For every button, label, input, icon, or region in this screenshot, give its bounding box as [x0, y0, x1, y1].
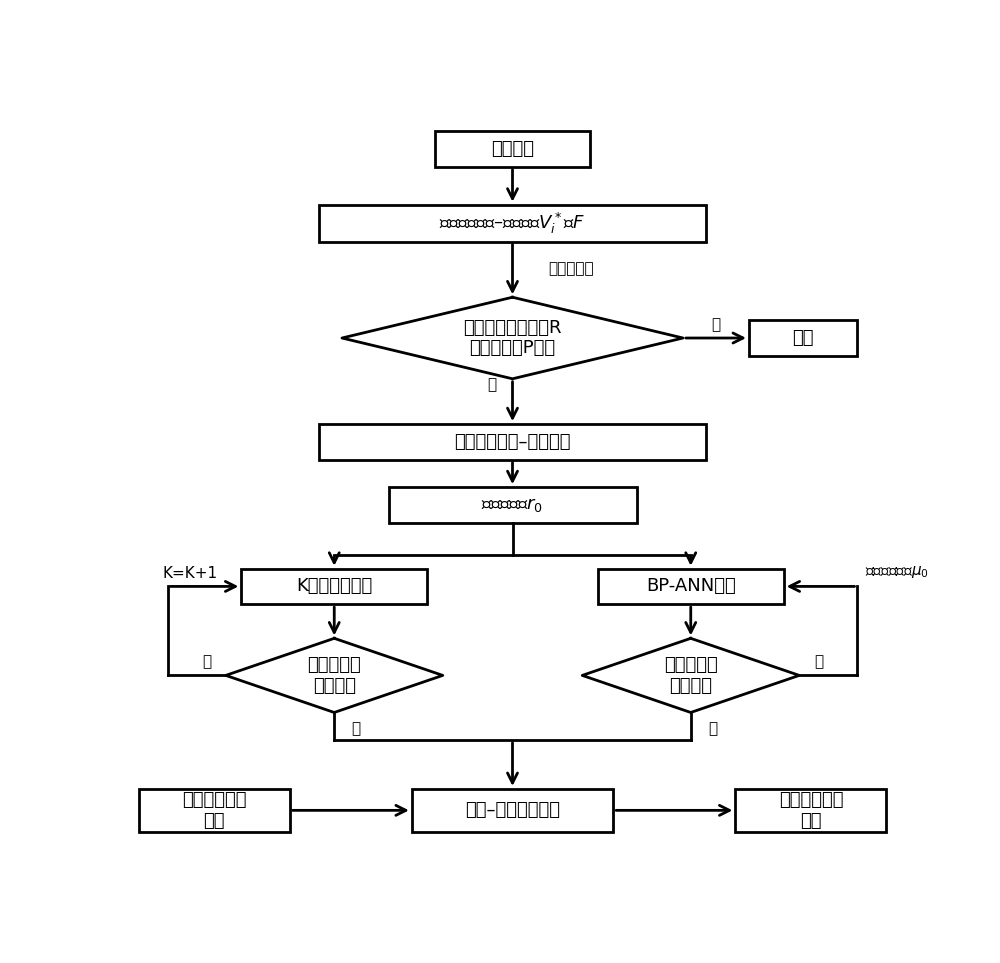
Text: 飞行参数监控
数据: 飞行参数监控 数据 — [182, 791, 246, 830]
Text: 是: 是 — [487, 377, 496, 392]
Text: 否: 否 — [814, 655, 823, 669]
Bar — [319, 424, 706, 459]
Bar — [241, 568, 427, 604]
Text: 是否满足相关系数R
和双侧检验P要求: 是否满足相关系数R 和双侧检验P要求 — [463, 319, 562, 357]
Text: 舍弃: 舍弃 — [792, 329, 814, 347]
Text: 载荷识别参数–载荷数据: 载荷识别参数–载荷数据 — [454, 432, 571, 451]
Bar — [735, 789, 886, 832]
Bar — [139, 789, 290, 832]
Text: 实测飞行参数–载荷数据$V_i^*$～$F$: 实测飞行参数–载荷数据$V_i^*$～$F$ — [439, 211, 586, 236]
Text: K=K+1: K=K+1 — [162, 565, 217, 581]
Bar — [749, 321, 857, 355]
Text: 飞参–载荷识别模型: 飞参–载荷识别模型 — [465, 801, 560, 820]
Text: 是否满足误
差限要求: 是否满足误 差限要求 — [664, 656, 718, 694]
Text: 是否满足误
差限要求: 是否满足误 差限要求 — [307, 656, 361, 694]
Bar — [435, 131, 590, 167]
Text: 飞行试验: 飞行试验 — [491, 140, 534, 158]
Text: 降低决策误差$\mu_0$: 降低决策误差$\mu_0$ — [865, 563, 929, 580]
Bar — [412, 789, 613, 832]
Text: 相关性分析: 相关性分析 — [548, 262, 593, 276]
Text: 飞行载荷监控
数据: 飞行载荷监控 数据 — [779, 791, 843, 830]
Text: 是: 是 — [708, 721, 717, 737]
Bar — [319, 204, 706, 242]
Text: 否: 否 — [711, 317, 720, 332]
Text: 是: 是 — [351, 721, 361, 737]
Text: 否: 否 — [202, 655, 211, 669]
Bar — [388, 487, 637, 523]
Bar — [598, 568, 784, 604]
Text: 设定误差限$r_0$: 设定误差限$r_0$ — [481, 496, 544, 514]
Text: BP-ANN建模: BP-ANN建模 — [646, 578, 736, 595]
Text: K阶多项式建模: K阶多项式建模 — [296, 578, 372, 595]
